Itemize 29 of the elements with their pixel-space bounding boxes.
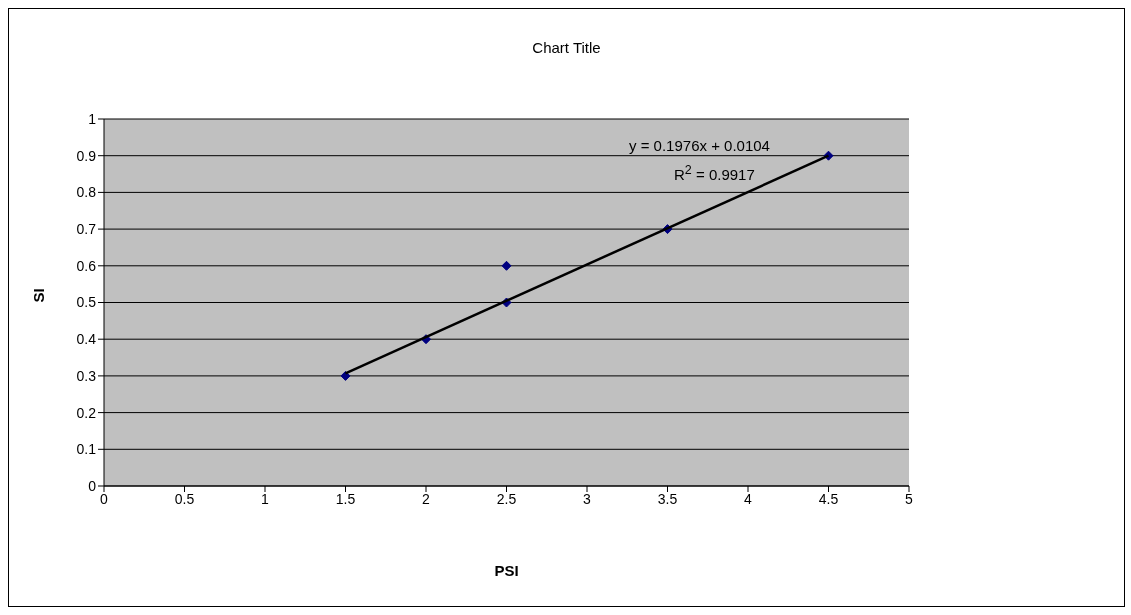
x-tick-label: 4.5 (818, 490, 839, 507)
y-tick-label: 0.3 (76, 367, 97, 384)
y-tick-label: 0.5 (76, 294, 97, 311)
y-tick-label: 0 (88, 477, 97, 494)
annotation: R$^{2}$ = 0.9917 (674, 163, 755, 183)
point (340, 370, 351, 381)
x-tick-label: 3 (583, 490, 592, 507)
x-axis-title: PSI (494, 562, 519, 579)
point (501, 260, 512, 271)
x-tick-label: 0 (100, 490, 109, 507)
y-tick-label: 0.9 (76, 147, 97, 164)
y-tick-label: 0.1 (76, 441, 97, 458)
y-tick-label: 0.4 (76, 331, 97, 348)
y-tick-label: 0.8 (76, 184, 97, 201)
x-tick-label: 3.5 (657, 490, 678, 507)
annotation: y = 0.1976x + 0.0104 (629, 137, 770, 154)
x-tick-label: 2.5 (496, 490, 517, 507)
x-tick-label: 4 (744, 490, 753, 507)
y-tick-label: 0.6 (76, 257, 97, 274)
y-axis-title: SI (30, 288, 48, 303)
y-tick-label: 1 (88, 110, 97, 127)
x-tick-label: 5 (905, 490, 914, 507)
chart-title: Chart Title (531, 39, 602, 56)
x-tick-label: 0.5 (174, 490, 195, 507)
y-tick-label: 0.7 (76, 221, 97, 238)
x-tick-label: 2 (422, 490, 431, 507)
x-tick-label: 1 (261, 490, 270, 507)
y-tick-label: 0.2 (76, 404, 97, 421)
x-tick-label: 1.5 (335, 490, 356, 507)
